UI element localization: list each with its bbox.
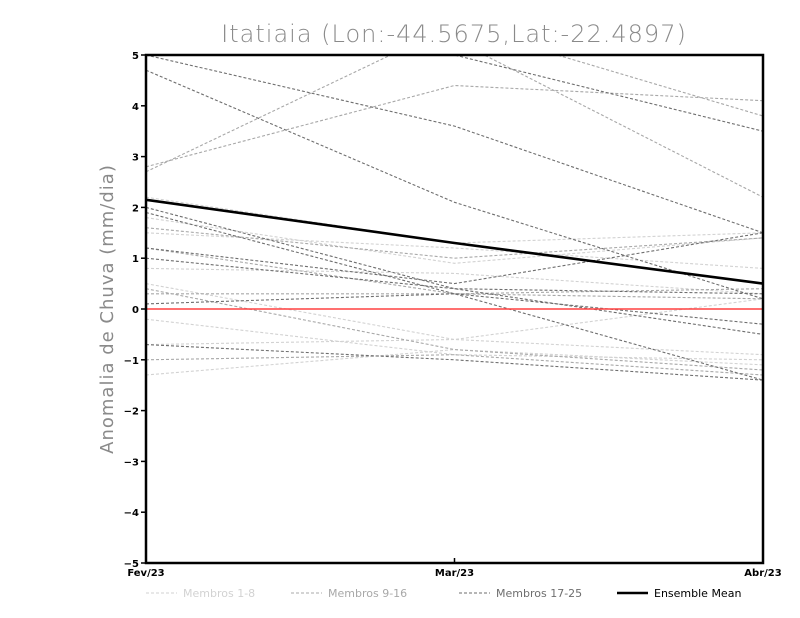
series-layer [146, 55, 763, 381]
legend-entry-label: Membros 17-25 [496, 587, 582, 600]
y-tick-label: 3 [132, 153, 139, 164]
x-tick-label: Fev/23 [127, 568, 164, 579]
ensemble-mean-line [146, 198, 763, 285]
member-line-m13 [146, 227, 763, 259]
y-tick-label: 4 [132, 102, 139, 113]
member-line-m24 [146, 344, 763, 381]
member-line-m21 [146, 232, 763, 285]
member-line-m7 [146, 338, 763, 356]
y-tick-label: 5 [132, 51, 139, 62]
member-line-m19 [146, 206, 763, 335]
chart-title: Itatiaia (Lon:-44.5675,Lat:-22.4897) [221, 20, 687, 48]
member-line-m1 [146, 217, 763, 264]
x-axis: Fev/23 Mar/23 Abr/23 [127, 558, 782, 579]
member-line-m6 [146, 232, 763, 269]
x-tick-label: Abr/23 [744, 568, 781, 579]
y-axis-label: Anomalia de Chuva (mm/dia) [97, 164, 118, 454]
legend-entry-label: Membros 1-8 [183, 587, 255, 600]
y-axis: −5 −4 −3 −2 −1 0 1 2 3 4 5 [124, 51, 146, 570]
y-tick-label: 0 [132, 305, 139, 316]
member-line-m12 [146, 288, 763, 371]
member-line-m22 [146, 257, 763, 295]
x-tick-label: Mar/23 [435, 568, 474, 579]
member-line-m20 [146, 211, 763, 381]
y-tick-label: −4 [124, 508, 139, 519]
y-tick-label: −1 [124, 356, 139, 367]
member-line-m17 [146, 55, 763, 234]
member-line-m2 [146, 267, 763, 295]
member-line-m23 [146, 293, 763, 325]
legend-entry-label: Ensemble Mean [654, 587, 741, 600]
member-line-m9 [146, 84, 763, 168]
member-line-m15 [146, 247, 763, 300]
y-tick-label: 1 [132, 254, 139, 265]
y-tick-label: 2 [132, 203, 139, 214]
member-line-m8 [146, 196, 763, 244]
member-line-m5 [146, 349, 763, 376]
legend: Membros 1-8 Membros 9-16 Membros 17-25 Ense… [146, 587, 741, 600]
y-tick-label: −2 [124, 407, 139, 418]
member-line-m3 [146, 283, 763, 341]
member-line-m10 [146, 55, 763, 173]
mean-layer [146, 198, 763, 285]
member-line-m16 [146, 288, 763, 295]
y-tick-label: −5 [124, 559, 139, 570]
member-line-m4 [146, 318, 763, 361]
member-line-m25 [446, 55, 763, 132]
member-line-m14 [146, 354, 763, 376]
y-tick-label: −3 [124, 457, 139, 468]
member-line-m11 [483, 55, 763, 198]
legend-entry-label: Membros 9-16 [328, 587, 407, 600]
member-line-m18 [146, 69, 763, 300]
